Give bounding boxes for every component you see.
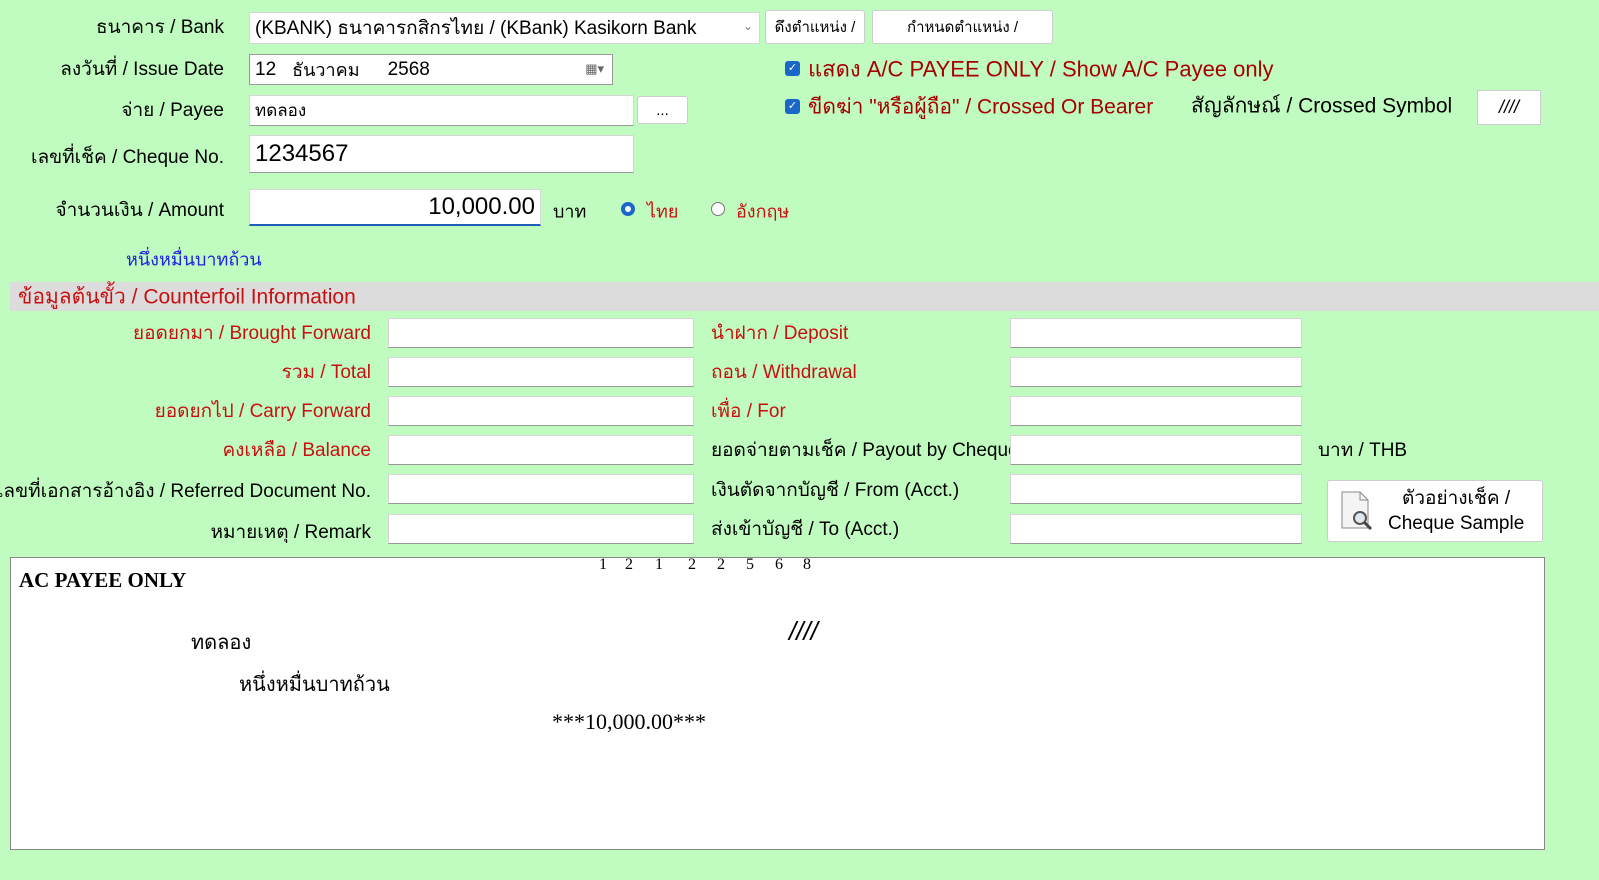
for-label: เพื่อ / For <box>711 401 786 422</box>
document-search-icon <box>1341 491 1373 531</box>
preview-date-digit: 1 <box>599 556 607 573</box>
deposit-input[interactable] <box>1010 318 1302 348</box>
brought-forward-label: ยอดยกมา / Brought Forward <box>132 323 371 344</box>
get-position-button[interactable]: ดึงตำแหน่ง / <box>765 10 865 44</box>
payout-by-cheque-input[interactable] <box>1010 435 1302 465</box>
show-payee-only-checkbox[interactable]: ✓ <box>785 61 800 76</box>
cheque-sample-line1: ตัวอย่างเช็ค / <box>1402 488 1511 509</box>
from-account-input[interactable] <box>1010 474 1302 504</box>
lang-thai-label[interactable]: ไทย <box>647 201 679 222</box>
currency-label: บาท / THB <box>1318 440 1408 461</box>
payout-by-cheque-label: ยอดจ่ายตามเช็ค / Payout by Cheque <box>711 440 1019 461</box>
lang-english-radio[interactable] <box>711 202 725 216</box>
preview-payee: ทดลอง <box>191 632 252 654</box>
from-account-label: เงินตัดจากบัญชี / From (Acct.) <box>711 480 960 501</box>
cheque-sample-line2: Cheque Sample <box>1388 513 1525 534</box>
issue-date-day: 12 <box>255 58 277 80</box>
brought-forward-input[interactable] <box>388 318 694 348</box>
issue-date-picker[interactable]: 12 ธันวาคม 2568 ▦▾ <box>249 54 613 85</box>
referred-document-label: เลขที่เอกสารอ้างอิง / Referred Document … <box>0 481 371 502</box>
show-payee-only-label: แสดง A/C PAYEE ONLY / Show A/C Payee onl… <box>808 56 1274 82</box>
total-input[interactable] <box>388 357 694 387</box>
bank-select[interactable]: (KBANK) ธนาคารกสิกรไทย / (KBank) Kasikor… <box>249 12 760 44</box>
preview-amount-words: หนึ่งหมื่นบาทถ้วน <box>239 674 390 696</box>
set-position-button[interactable]: กำหนดตำแหน่ง / <box>872 10 1053 44</box>
amount-unit: บาท <box>553 201 587 222</box>
counterfoil-header-band: ข้อมูลต้นขั้ว / Counterfoil Information <box>10 282 1599 311</box>
lang-thai-radio[interactable] <box>621 202 635 216</box>
crossed-bearer-label: ขีดฆ่า "หรือผู้ถือ" / Crossed Or Bearer <box>808 95 1154 119</box>
referred-document-input[interactable] <box>388 474 694 504</box>
preview-amount: ***10,000.00*** <box>552 709 706 734</box>
cheque-preview: 1 2 1 2 2 5 6 8 AC PAYEE ONLY ทดลอง ////… <box>10 556 1545 850</box>
preview-date-digits: 1 2 1 2 2 5 6 8 <box>599 556 811 574</box>
payee-browse-button[interactable]: ... <box>637 96 688 124</box>
amount-words: หนึ่งหมื่นบาทถ้วน <box>126 249 262 270</box>
bank-label: ธนาคาร / Bank <box>96 17 224 38</box>
calendar-icon[interactable]: ▦▾ <box>585 61 604 76</box>
preview-ac-payee: AC PAYEE ONLY <box>19 568 187 592</box>
cheque-no-input[interactable]: 1234567 <box>249 135 634 173</box>
counterfoil-header: ข้อมูลต้นขั้ว / Counterfoil Information <box>18 285 356 309</box>
issue-date-label: ลงวันที่ / Issue Date <box>60 59 224 80</box>
crossed-bearer-checkbox[interactable]: ✓ <box>785 99 800 114</box>
deposit-label: นำฝาก / Deposit <box>711 323 849 344</box>
crossed-symbol-label: สัญลักษณ์ / Crossed Symbol <box>1191 94 1453 118</box>
lang-english-label[interactable]: อังกฤษ <box>736 201 790 222</box>
withdrawal-label: ถอน / Withdrawal <box>711 362 857 383</box>
for-input[interactable] <box>1010 396 1302 426</box>
preview-date-digit: 2 <box>688 556 696 573</box>
remark-label: หมายเหตุ / Remark <box>210 522 371 543</box>
preview-date-digit: 2 <box>717 556 725 573</box>
amount-input[interactable]: 10,000.00 <box>249 189 541 226</box>
to-account-input[interactable] <box>1010 514 1302 544</box>
issue-date-year: 2568 <box>387 58 430 80</box>
carry-forward-input[interactable] <box>388 396 694 426</box>
total-label: รวม / Total <box>281 362 371 383</box>
preview-date-digit: 8 <box>803 556 811 573</box>
to-account-label: ส่งเข้าบัญชี / To (Acct.) <box>711 519 900 540</box>
bank-value: (KBANK) ธนาคารกสิกรไทย / (KBank) Kasikor… <box>255 18 697 39</box>
amount-label: จำนวนเงิน / Amount <box>55 200 224 221</box>
payee-label: จ่าย / Payee <box>121 100 224 121</box>
crossed-symbol-input[interactable]: //// <box>1477 90 1541 125</box>
payee-input[interactable]: ทดลอง <box>249 95 634 126</box>
cheque-sample-button[interactable]: ตัวอย่างเช็ค / Cheque Sample <box>1327 480 1543 542</box>
balance-input[interactable] <box>388 435 694 465</box>
remark-input[interactable] <box>388 514 694 544</box>
carry-forward-label: ยอดยกไป / Carry Forward <box>154 401 371 422</box>
cheque-no-label: เลขที่เช็ค / Cheque No. <box>31 147 224 168</box>
issue-date-month: ธันวาคม <box>292 60 360 80</box>
preview-crossed-symbol: //// <box>789 616 818 646</box>
preview-date-digit: 6 <box>775 556 783 573</box>
balance-label: คงเหลือ / Balance <box>222 440 371 461</box>
preview-date-digit: 5 <box>746 556 754 573</box>
chevron-down-icon: ⌄ <box>742 19 753 33</box>
withdrawal-input[interactable] <box>1010 357 1302 387</box>
preview-date-digit: 1 <box>655 556 663 573</box>
preview-date-digit: 2 <box>625 556 633 573</box>
